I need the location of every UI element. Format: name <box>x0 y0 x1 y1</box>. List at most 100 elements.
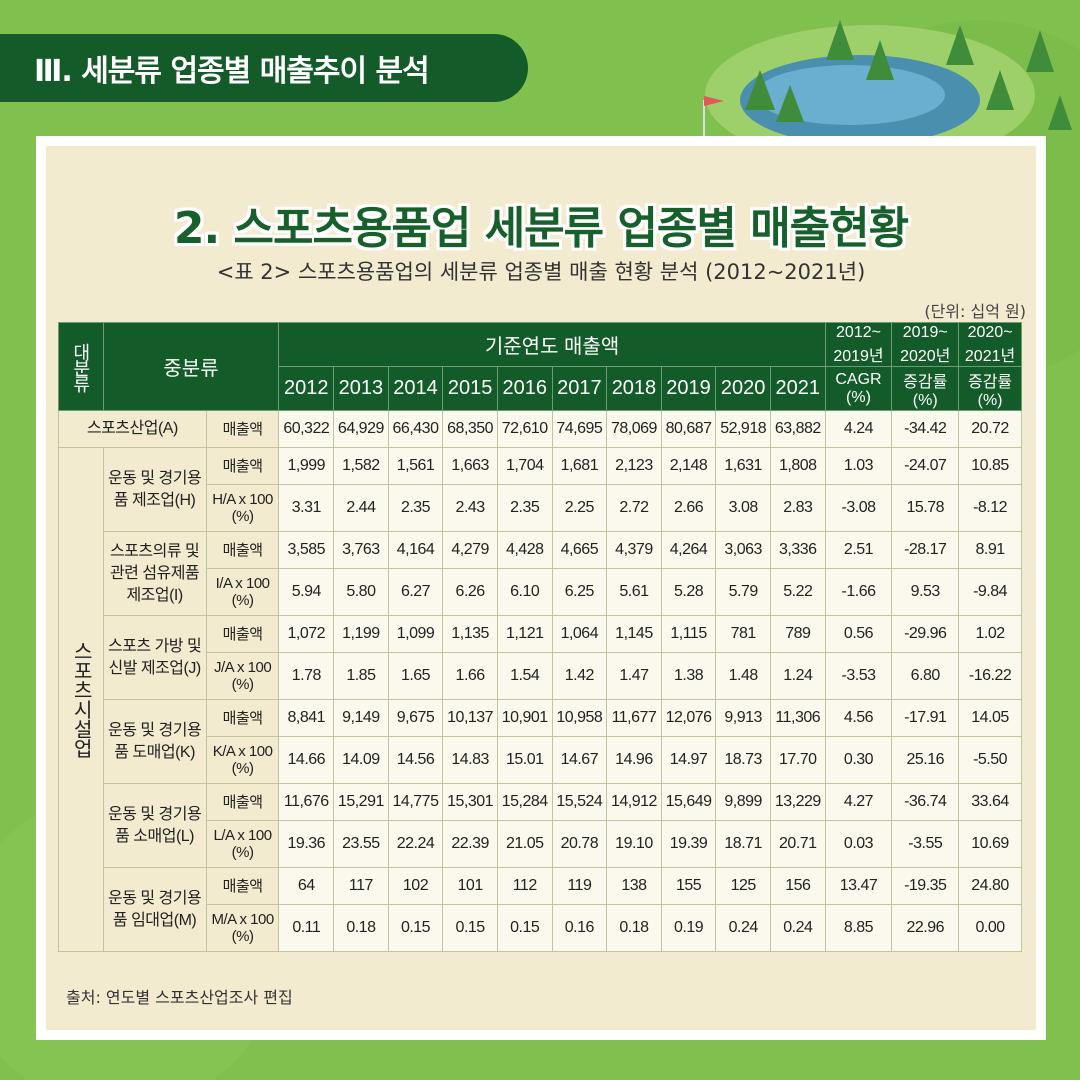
table-cell: 1,145 <box>606 615 662 653</box>
table-cell: 4,264 <box>660 531 717 569</box>
table-cell: 19.10 <box>606 820 662 868</box>
table-cell: 1.03 <box>824 447 893 485</box>
table-cell: 101 <box>442 867 498 905</box>
table-row: L/A x 100 (%) 19.36 23.55 22.24 22.39 21.05 20… <box>59 820 1022 868</box>
total-row: 스포츠산업(A) 매출액 60,322 64,929 66,430 68,350… <box>58 410 1022 448</box>
table-cell: 15.78 <box>891 484 960 532</box>
sales-group-header: 기준연도 매출액 <box>278 322 826 367</box>
table-cell: 11,306 <box>769 699 826 737</box>
metric-label: 매출액 <box>205 410 280 448</box>
metric-label: 매출액 <box>205 867 280 905</box>
table-row: H/A x 100 (%) 3.31 2.44 2.35 2.43 2.35 2.25 2.7… <box>59 484 1022 532</box>
table-cell: -3.55 <box>891 820 960 868</box>
table-cell: 1,072 <box>278 615 335 653</box>
table-cell: 5.61 <box>606 568 662 616</box>
table-cell: 2.72 <box>606 484 662 532</box>
table-cell: 1,663 <box>442 447 498 485</box>
table-cell: 10,958 <box>551 699 608 737</box>
table-cell: 22.24 <box>387 820 444 868</box>
year-header: 2015 <box>442 366 498 411</box>
group-label: 운동 및 경기용품 소매업(L) <box>102 783 207 868</box>
table-cell: 12,076 <box>660 699 717 737</box>
table-cell: 64 <box>278 867 335 905</box>
year-header: 2017 <box>551 366 608 411</box>
table-cell: 14.83 <box>442 736 498 784</box>
table-cell: 20.71 <box>769 820 826 868</box>
metric-label: 매출액 <box>205 783 280 821</box>
table-cell: -17.91 <box>891 699 960 737</box>
table-cell: 14,775 <box>387 783 444 821</box>
table-cell: 15,524 <box>551 783 608 821</box>
table-cell: -1.66 <box>824 568 893 616</box>
table-row: K/A x 100 (%) 14.66 14.09 14.56 14.83 15.01 14… <box>59 736 1022 784</box>
table-cell: 0.16 <box>551 904 608 952</box>
table-cell: 789 <box>769 615 826 653</box>
table-cell: -34.42 <box>891 410 960 448</box>
table-cell: 5.80 <box>333 568 389 616</box>
table-cell: 3,063 <box>715 531 771 569</box>
year-header: 2014 <box>387 366 444 411</box>
table-cell: -24.07 <box>891 447 960 485</box>
table-cell: 68,350 <box>442 410 498 448</box>
table-cell: 1.48 <box>715 652 771 700</box>
metric-label: 매출액 <box>205 531 280 569</box>
table-cell: 4.56 <box>824 699 893 737</box>
table-row: 운동 및 경기용품 소매업(L) 매출액 11,676 15,291 14,775 15,… <box>59 783 1022 868</box>
table-cell: 3,585 <box>278 531 335 569</box>
table-cell: 33.64 <box>958 783 1022 821</box>
table-cell: 112 <box>496 867 553 905</box>
table-cell: 2.43 <box>442 484 498 532</box>
table-cell: 0.30 <box>824 736 893 784</box>
table-cell: 6.80 <box>891 652 960 700</box>
table-cell: 1,808 <box>769 447 826 485</box>
table-cell: 138 <box>606 867 662 905</box>
chg2-header: 증감률 (%) <box>958 366 1022 411</box>
table-cell: 2.35 <box>387 484 444 532</box>
table-cell: 20.78 <box>551 820 608 868</box>
table-cell: 14.67 <box>551 736 608 784</box>
metric-label: H/A x 100 (%) <box>205 484 280 532</box>
table-row: M/A x 100 (%) 0.11 0.18 0.15 0.15 0.15 0.16 0.1… <box>59 904 1022 952</box>
table-cell: -8.12 <box>958 484 1022 532</box>
table-cell: 10.69 <box>958 820 1022 868</box>
group-label: 운동 및 경기용품 제조업(H) <box>102 447 207 532</box>
group-label: 스포츠의류 및 관련 섬유제품 제조업(I) <box>102 531 207 616</box>
table-cell: 0.00 <box>958 904 1022 952</box>
table-cell: 2.66 <box>660 484 717 532</box>
table-cell: 5.22 <box>769 568 826 616</box>
table-cell: 2.83 <box>769 484 826 532</box>
table-cell: 19.36 <box>278 820 335 868</box>
table-cell: 6.25 <box>551 568 608 616</box>
table-cell: -16.22 <box>958 652 1022 700</box>
table-cell: 1,631 <box>715 447 771 485</box>
chg1-period-header: 2019~ 2020년 <box>891 322 960 367</box>
table-cell: 22.96 <box>891 904 960 952</box>
table-cell: 15,649 <box>660 783 717 821</box>
section-label: Ⅲ. 세분류 업종별 매출추이 분석 <box>0 34 528 102</box>
table-cell: -19.35 <box>891 867 960 905</box>
col-mid-header: 중분류 <box>102 322 280 411</box>
table-cell: -9.84 <box>958 568 1022 616</box>
table-cell: 72,610 <box>496 410 553 448</box>
table-cell: 15.01 <box>496 736 553 784</box>
table-cell: 0.18 <box>606 904 662 952</box>
table-cell: 9,899 <box>715 783 771 821</box>
year-header: 2018 <box>606 366 662 411</box>
table-cell: 14,912 <box>606 783 662 821</box>
table-cell: 24.80 <box>958 867 1022 905</box>
table-cell: 0.03 <box>824 820 893 868</box>
table-cell: 0.19 <box>660 904 717 952</box>
table-row: J/A x 100 (%) 1.78 1.85 1.65 1.66 1.54 1.42 1.4… <box>59 652 1022 700</box>
table-row: 운동 및 경기용품 임대업(M) 매출액 64 117 102 101 112 119 138 1… <box>59 867 1022 952</box>
table-cell: 1.47 <box>606 652 662 700</box>
table-cell: 2.25 <box>551 484 608 532</box>
table-cell: 781 <box>715 615 771 653</box>
table-cell: 8.85 <box>824 904 893 952</box>
metric-label: 매출액 <box>205 447 280 485</box>
sales-table: 대분류 중분류 기준연도 매출액 2012~ 2019년 2019~ 2020년… <box>58 322 1022 952</box>
table-cell: 1,582 <box>333 447 389 485</box>
table-cell: 23.55 <box>333 820 389 868</box>
table-cell: 8.91 <box>958 531 1022 569</box>
table-cell: 1.42 <box>551 652 608 700</box>
table-cell: 17.70 <box>769 736 826 784</box>
